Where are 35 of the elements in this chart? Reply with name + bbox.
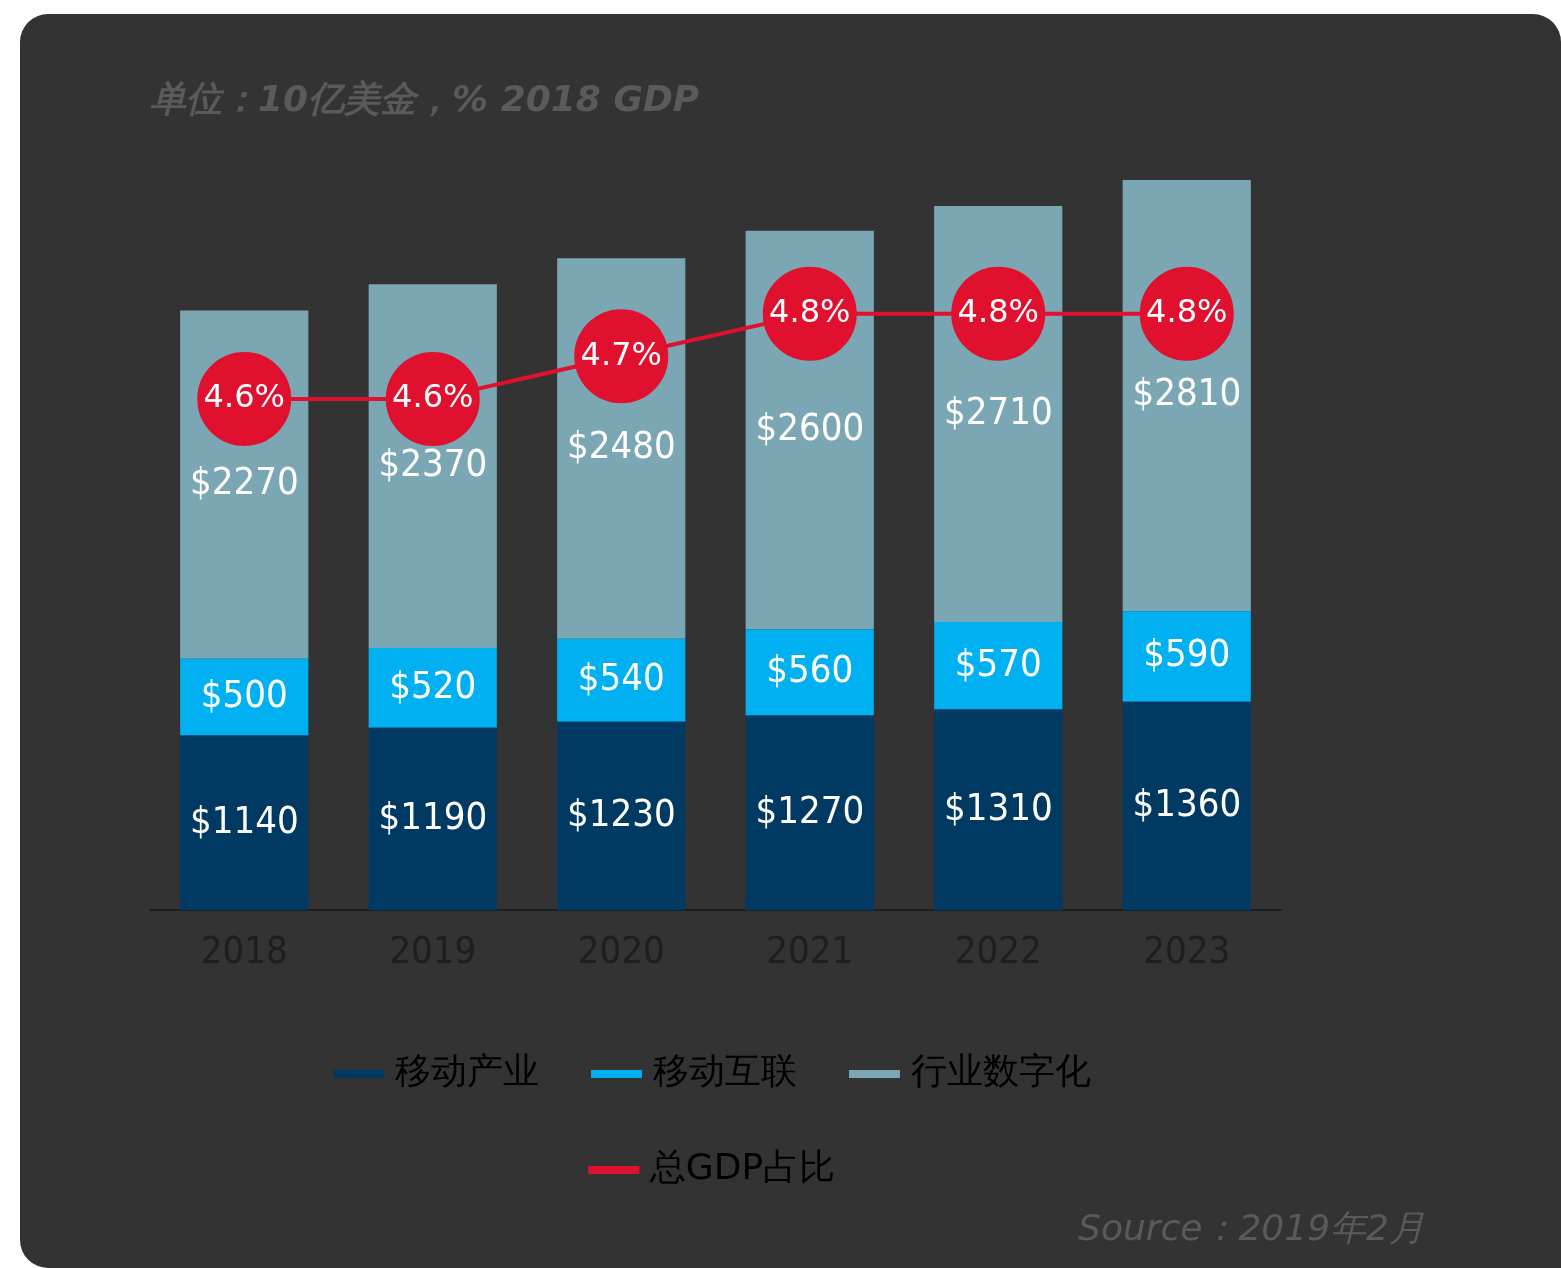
bar bbox=[745, 715, 874, 911]
data-label: $540 bbox=[577, 655, 665, 700]
data-label: $1140 bbox=[189, 797, 299, 842]
data-label: $590 bbox=[1143, 631, 1231, 676]
bar bbox=[368, 727, 497, 911]
bar bbox=[368, 648, 497, 728]
data-label: $520 bbox=[389, 662, 477, 707]
data-label: $1310 bbox=[943, 784, 1053, 829]
data-label: $2710 bbox=[943, 388, 1053, 433]
bar bbox=[745, 629, 874, 716]
data-label: $2270 bbox=[189, 459, 299, 504]
bar bbox=[934, 621, 1063, 710]
bar bbox=[557, 638, 686, 722]
data-label: 4.8% bbox=[1146, 292, 1228, 330]
data-label: 4.6% bbox=[203, 377, 285, 416]
data-label: $2600 bbox=[755, 405, 865, 450]
data-label: $2810 bbox=[1132, 370, 1242, 415]
data-label: 4.8% bbox=[769, 292, 851, 330]
data-label: 4.8% bbox=[957, 292, 1039, 330]
data-label: $1230 bbox=[566, 790, 676, 835]
data-label: $500 bbox=[200, 671, 288, 716]
bar bbox=[180, 735, 309, 911]
data-label: 4.6% bbox=[392, 377, 474, 416]
data-label: $560 bbox=[766, 647, 854, 692]
data-label: $570 bbox=[954, 640, 1042, 685]
data-label: $2370 bbox=[378, 441, 488, 486]
bar bbox=[557, 721, 686, 911]
bar bbox=[1122, 701, 1251, 911]
data-label: $1190 bbox=[378, 793, 488, 838]
data-label: $2480 bbox=[566, 423, 676, 468]
bar bbox=[934, 709, 1063, 911]
data-label: $1360 bbox=[1132, 780, 1242, 825]
data-label: $1270 bbox=[755, 787, 865, 832]
data-label: 4.7% bbox=[580, 334, 662, 373]
bar bbox=[1122, 611, 1251, 702]
